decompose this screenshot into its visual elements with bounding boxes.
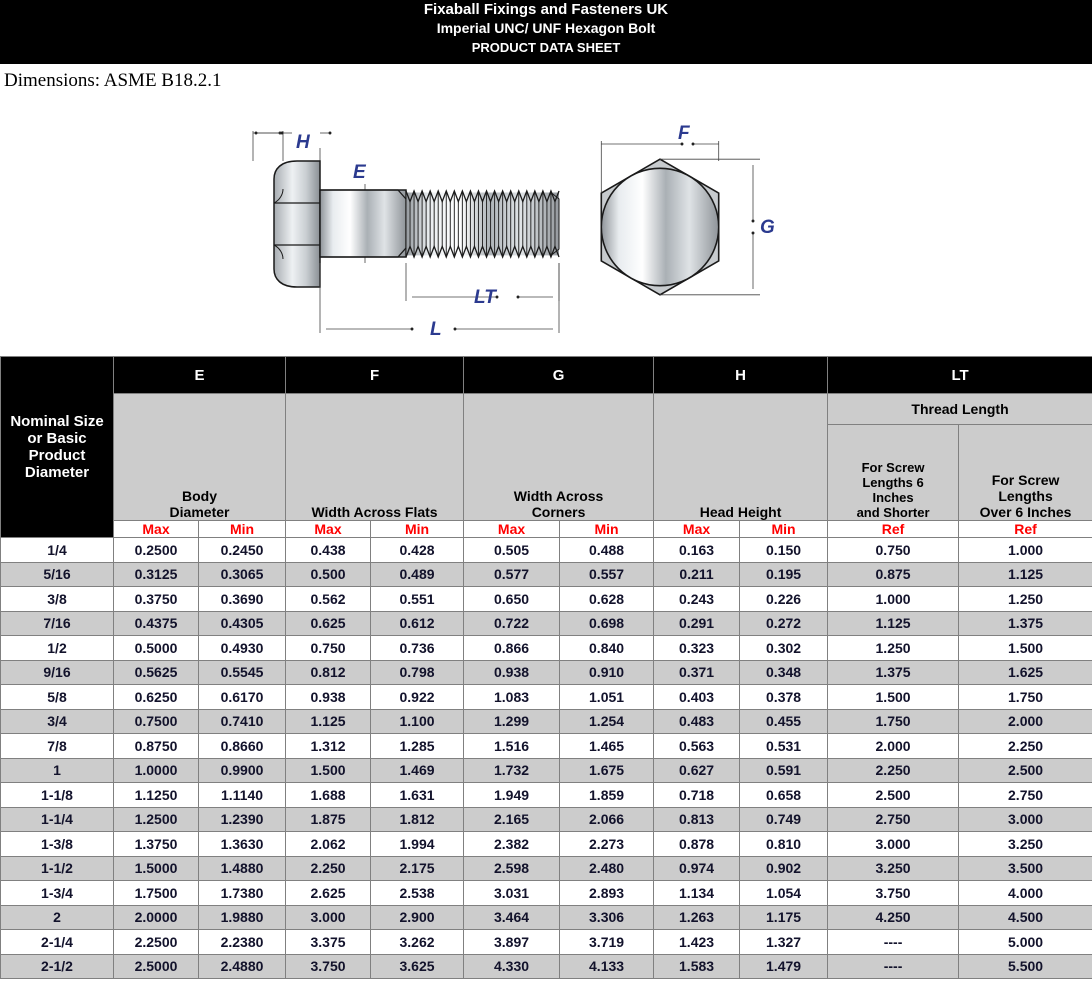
svg-text:LT: LT	[474, 287, 497, 308]
svg-text:F: F	[678, 123, 691, 144]
svg-text:G: G	[760, 217, 775, 238]
svg-text:H: H	[296, 132, 311, 153]
svg-text:E: E	[353, 162, 367, 183]
svg-text:L: L	[430, 319, 442, 340]
